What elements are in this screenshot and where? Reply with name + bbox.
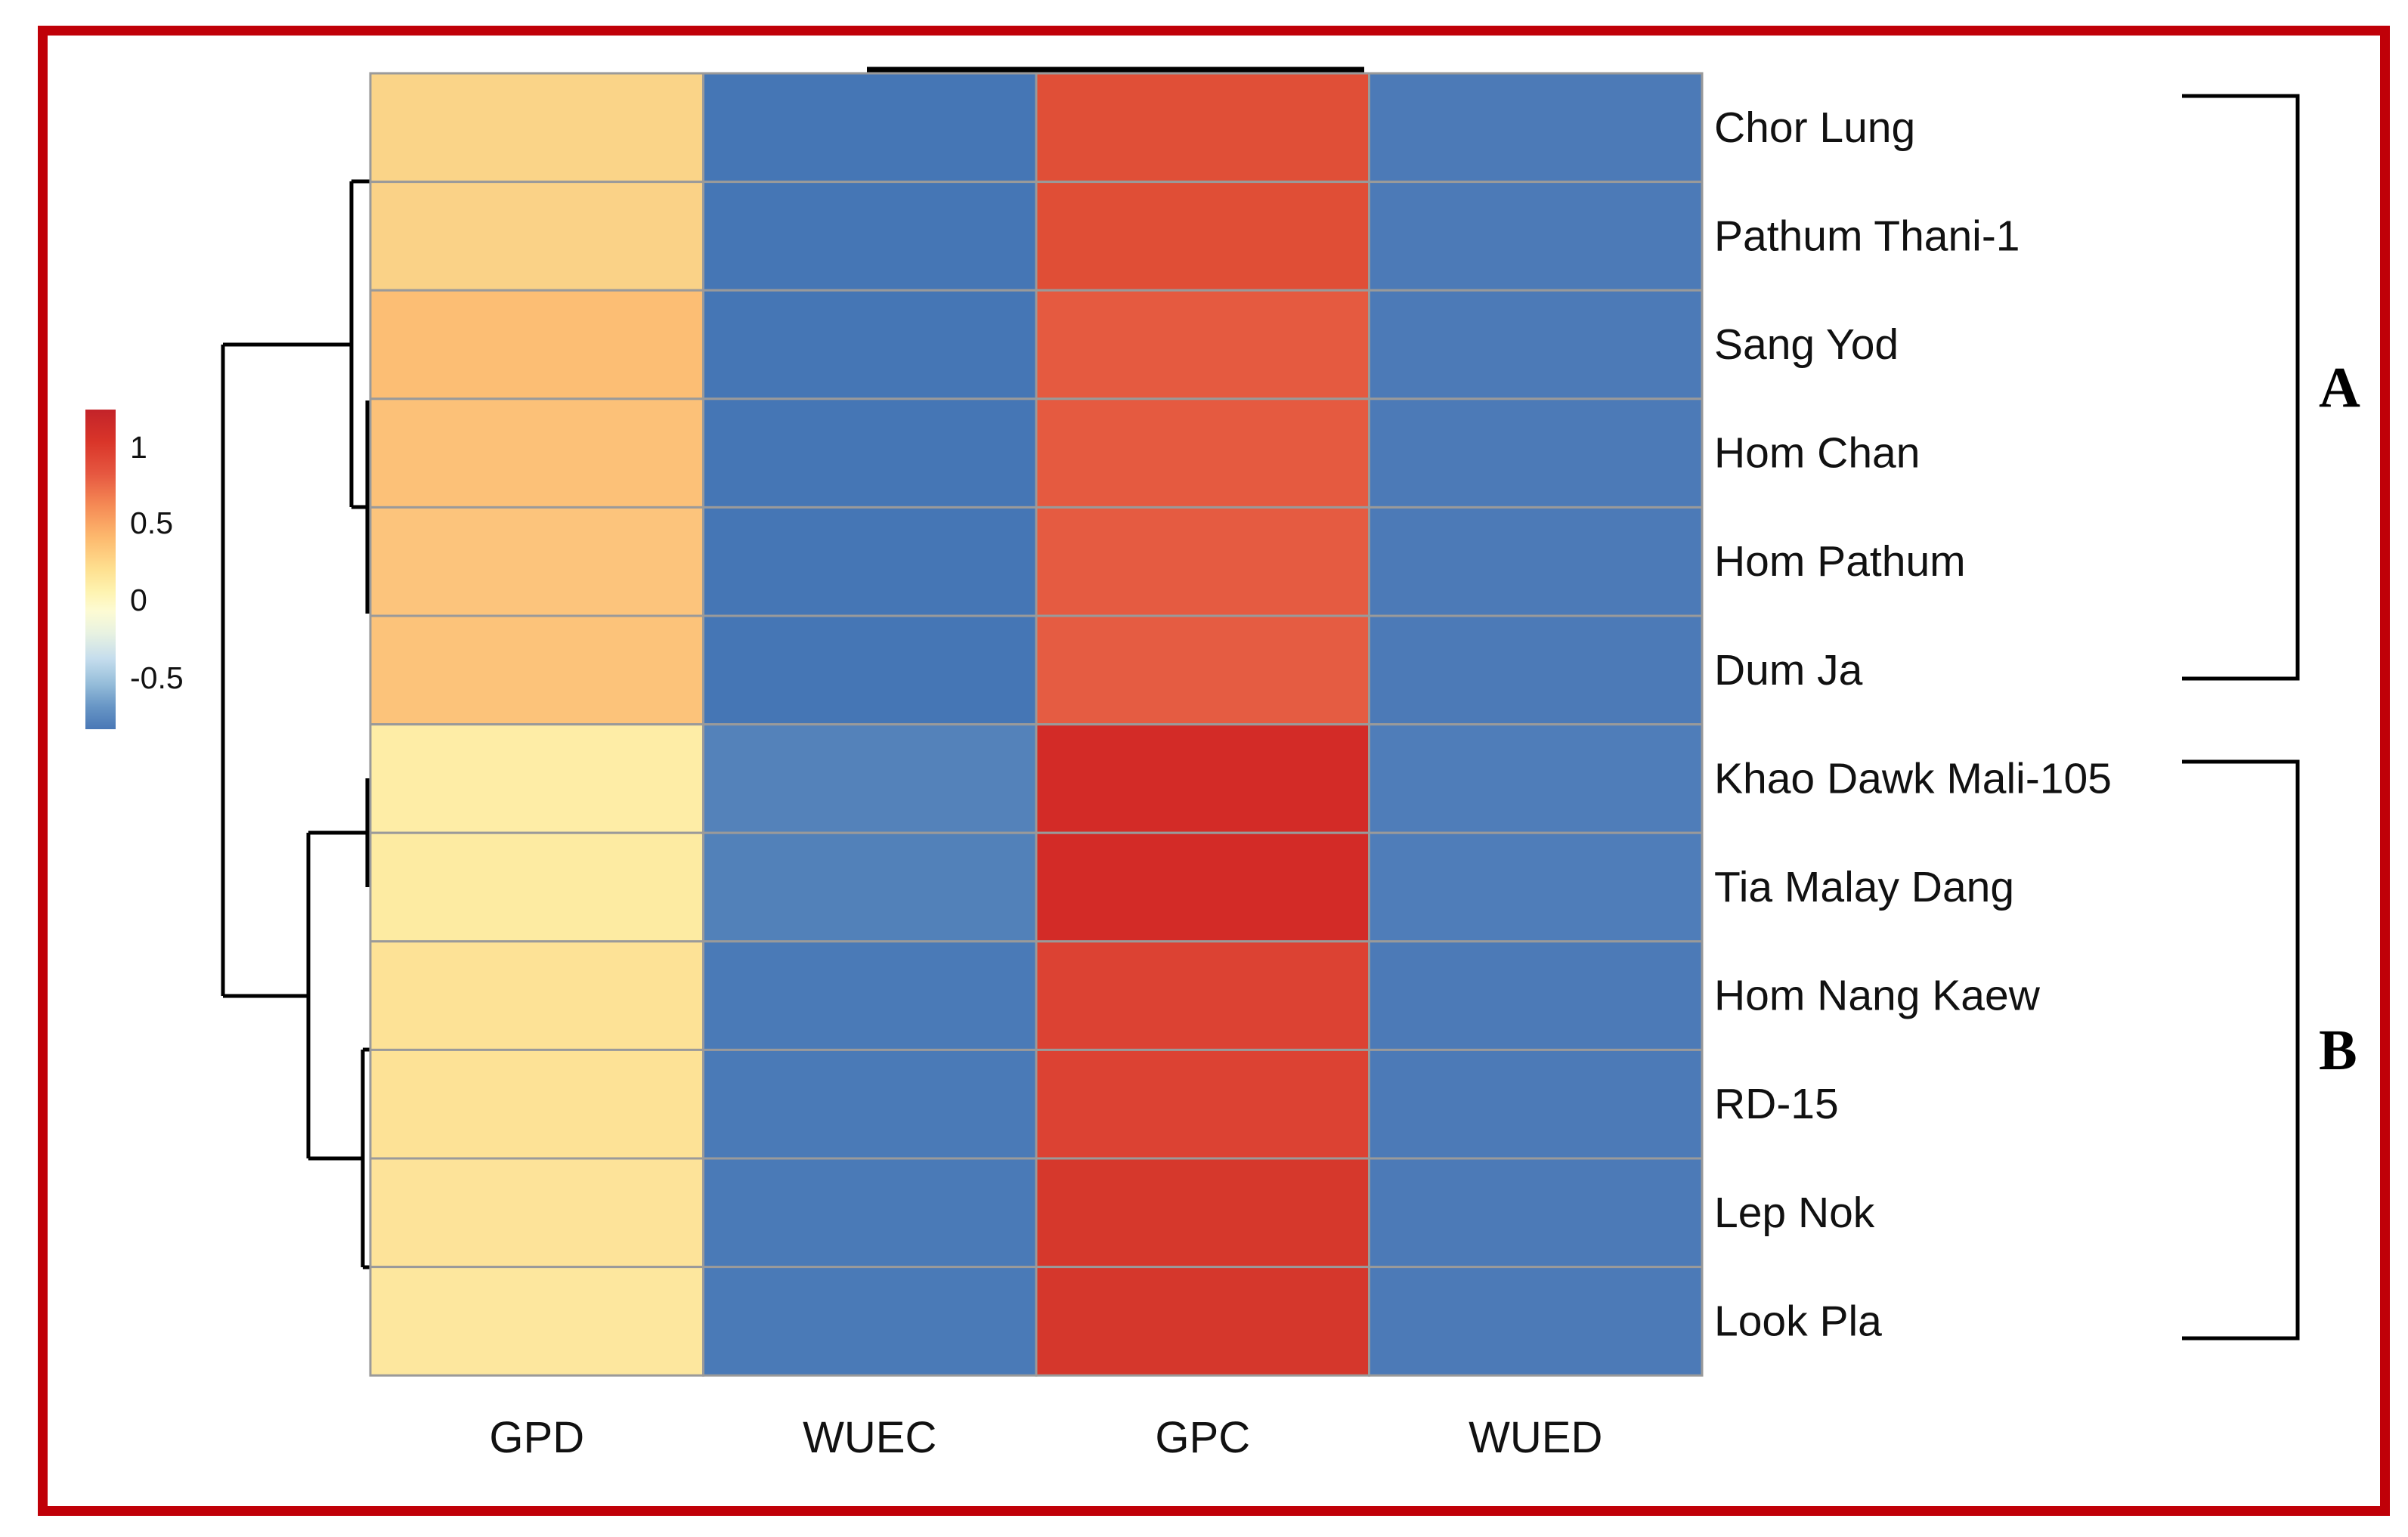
heatmap-cell bbox=[702, 1157, 1038, 1269]
heatmap-cell bbox=[1035, 397, 1370, 509]
heatmap-cell bbox=[702, 1048, 1038, 1160]
heatmap-cell bbox=[1368, 1157, 1704, 1269]
heatmap-cell bbox=[1035, 723, 1370, 834]
column-label: GPD bbox=[489, 1413, 584, 1462]
heatmap-cell bbox=[702, 831, 1038, 943]
heatmap-cell bbox=[369, 723, 704, 834]
heatmap-cell bbox=[369, 1157, 704, 1269]
heatmap-cell bbox=[1035, 72, 1370, 184]
heatmap-cell bbox=[1368, 614, 1704, 726]
heatmap-cell bbox=[1368, 72, 1704, 184]
heatmap-cell bbox=[369, 614, 704, 726]
legend-tick-label: 0.5 bbox=[130, 506, 173, 540]
cluster-brackets: A B bbox=[2182, 94, 2360, 1341]
heatmap-cell bbox=[369, 181, 704, 292]
heatmap-cell bbox=[1368, 506, 1704, 617]
heatmap-cell bbox=[1368, 723, 1704, 834]
heatmap-cell bbox=[1035, 940, 1370, 1051]
color-scale-legend: 1 0.5 0 -0.5 bbox=[85, 410, 184, 729]
heatmap-cell bbox=[369, 1266, 704, 1377]
legend-tick-label: -0.5 bbox=[130, 660, 184, 695]
heatmap-cell bbox=[369, 72, 704, 184]
heatmap-cell bbox=[1035, 181, 1370, 292]
legend-tick-labels: 1 0.5 0 -0.5 bbox=[130, 430, 184, 695]
heatmap-cell bbox=[1368, 181, 1704, 292]
heatmap-grid bbox=[369, 72, 1704, 1377]
heatmap-cell bbox=[369, 289, 704, 400]
heatmap-cell bbox=[702, 397, 1038, 509]
row-label: Lep Nok bbox=[1714, 1189, 1875, 1237]
row-label: Hom Chan bbox=[1714, 429, 1920, 478]
heatmap-cell bbox=[369, 397, 704, 509]
heatmap-cell bbox=[1035, 1157, 1370, 1269]
row-dendrogram bbox=[221, 179, 373, 1269]
row-label: Hom Nang Kaew bbox=[1714, 972, 2041, 1020]
heatmap-cell bbox=[702, 506, 1038, 617]
column-label: WUEC bbox=[803, 1413, 936, 1462]
heatmap-cell bbox=[1035, 506, 1370, 617]
heatmap-cell bbox=[369, 1048, 704, 1160]
cluster-b-label: B bbox=[2319, 1019, 2357, 1082]
legend-tick-label: 0 bbox=[130, 583, 147, 617]
heatmap-cell bbox=[369, 831, 704, 943]
row-label: Dum Ja bbox=[1714, 646, 1863, 694]
column-labels: GPD WUEC GPC WUED bbox=[489, 1413, 1602, 1462]
row-label: Sang Yod bbox=[1714, 320, 1899, 369]
heatmap-cell bbox=[702, 1266, 1038, 1377]
heatmap-cell bbox=[1368, 1048, 1704, 1160]
row-label: Pathum Thani-1 bbox=[1714, 212, 2020, 260]
row-label: Chor Lung bbox=[1714, 104, 1915, 152]
heatmap-cell bbox=[1368, 1266, 1704, 1377]
row-label: RD-15 bbox=[1714, 1080, 1839, 1128]
cluster-b-bracket bbox=[2182, 759, 2300, 1341]
cluster-a-bracket bbox=[2182, 94, 2300, 681]
row-label: Hom Pathum bbox=[1714, 537, 1966, 586]
row-label: Khao Dawk Mali-105 bbox=[1714, 754, 2112, 803]
heatmap-cell bbox=[369, 940, 704, 1051]
heatmap-cell bbox=[1035, 831, 1370, 943]
legend-tick-label: 1 bbox=[130, 430, 147, 465]
heatmap-cell bbox=[1368, 831, 1704, 943]
column-label: WUED bbox=[1469, 1413, 1602, 1462]
heatmap-cell bbox=[702, 289, 1038, 400]
heatmap-cell bbox=[702, 940, 1038, 1051]
row-labels: Chor Lung Pathum Thani-1 Sang Yod Hom Chan H… bbox=[1714, 104, 2112, 1346]
heatmap-cell bbox=[702, 72, 1038, 184]
row-label: Look Pla bbox=[1714, 1297, 1882, 1345]
heatmap-cell bbox=[369, 506, 704, 617]
heatmap-cell bbox=[1035, 614, 1370, 726]
heatmap-cell bbox=[1035, 1048, 1370, 1160]
heatmap-cell bbox=[1368, 397, 1704, 509]
heatmap-cell bbox=[1035, 289, 1370, 400]
heatmap-cell bbox=[1035, 1266, 1370, 1377]
legend-gradient-bar bbox=[85, 410, 116, 729]
heatmap-cell bbox=[1368, 940, 1704, 1051]
heatmap-cell bbox=[702, 181, 1038, 292]
row-label: Tia Malay Dang bbox=[1714, 863, 2014, 911]
column-label: GPC bbox=[1155, 1413, 1250, 1462]
heatmap-cell bbox=[1368, 289, 1704, 400]
heatmap-cell bbox=[702, 723, 1038, 834]
cluster-a-label: A bbox=[2319, 356, 2360, 419]
heatmap-cell bbox=[702, 614, 1038, 726]
